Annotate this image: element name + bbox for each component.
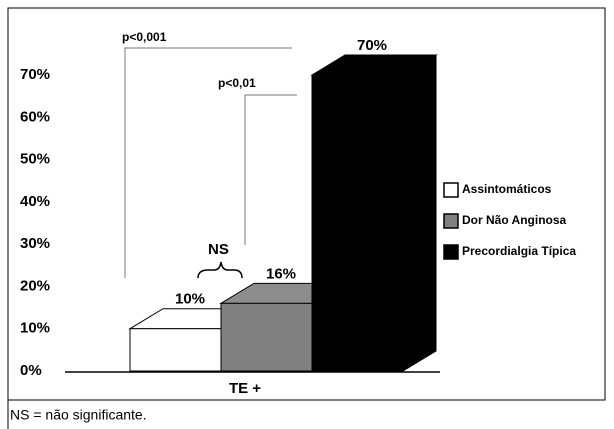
bar bbox=[311, 74, 404, 372]
bracket bbox=[244, 94, 297, 245]
y-tick-label: 30% bbox=[20, 235, 50, 252]
annotation: NS bbox=[208, 241, 229, 258]
legend-swatch bbox=[443, 213, 459, 229]
y-tick-label: 70% bbox=[20, 66, 50, 83]
y-tick-label: 20% bbox=[20, 277, 50, 294]
y-tick-label: 10% bbox=[20, 320, 50, 337]
value-label: 10% bbox=[175, 291, 205, 308]
x-tick-label: TE + bbox=[229, 380, 261, 397]
legend-swatch bbox=[443, 182, 459, 198]
legend-label: Precordialgia Típica bbox=[462, 244, 576, 258]
bar bbox=[129, 328, 222, 372]
y-tick-label: 60% bbox=[20, 108, 50, 125]
bar-side bbox=[402, 54, 437, 372]
value-label: 16% bbox=[266, 265, 296, 282]
bar bbox=[220, 302, 313, 372]
footnote: NS = não significante. bbox=[10, 407, 147, 423]
annotation: p<0,01 bbox=[218, 76, 256, 90]
bracket bbox=[124, 47, 292, 278]
legend-swatch bbox=[443, 244, 459, 260]
y-tick-label: 40% bbox=[20, 193, 50, 210]
value-label: 70% bbox=[357, 37, 387, 54]
y-tick-label: 50% bbox=[20, 151, 50, 168]
legend-label: Assintomáticos bbox=[462, 182, 552, 196]
y-tick-label: 0% bbox=[20, 362, 42, 379]
frame bbox=[7, 7, 606, 401]
annotation: p<0,001 bbox=[122, 30, 167, 44]
legend-label: Dor Não Anginosa bbox=[462, 213, 567, 227]
brace bbox=[197, 261, 243, 279]
